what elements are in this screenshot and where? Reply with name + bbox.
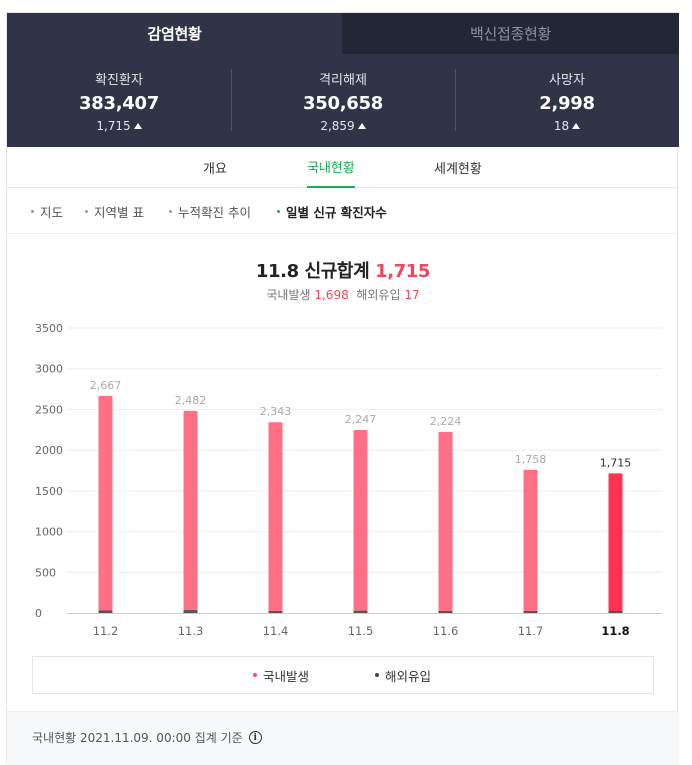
stat-delta: 18 [553, 118, 581, 133]
filter-map[interactable]: 지도 [31, 188, 63, 234]
x-tick-label: 11.2 [93, 624, 119, 638]
filter-daily-new[interactable]: 일별 신규 확진자수 [277, 188, 387, 234]
y-tick-label: 0 [35, 607, 42, 620]
stat-label: 확진환자 [95, 72, 143, 88]
bullet-icon [85, 209, 88, 213]
bar-value-label: 1,715 [600, 456, 632, 469]
x-tick-label: 11.3 [178, 624, 204, 638]
title-total: 1,715 [375, 261, 431, 282]
bullet-icon [277, 209, 280, 213]
domestic-value: 1,698 [314, 288, 349, 302]
stat-released: 격리해제 350,658 2,859 [231, 54, 455, 147]
overseas-value: 17 [404, 288, 420, 302]
triangle-up-icon [133, 122, 142, 129]
y-tick-label: 500 [35, 566, 56, 579]
filter-label: 지도 [40, 204, 64, 220]
bar-domestic [438, 431, 453, 611]
filter-region-table[interactable]: 지역별 표 [85, 188, 144, 234]
y-tick-label: 2500 [35, 403, 63, 416]
x-tick-label: 11.7 [518, 624, 544, 638]
delta-value: 2,859 [320, 118, 355, 133]
stat-value: 350,658 [303, 92, 383, 114]
bar-overseas [523, 611, 538, 613]
stat-label: 격리해제 [319, 72, 367, 88]
bar-value-label: 2,247 [345, 413, 377, 426]
x-tick-label: 11.4 [263, 624, 289, 638]
title-prefix: 11.8 신규합계 [255, 261, 370, 282]
bar-value-label: 2,343 [260, 405, 292, 418]
stats-summary: 확진환자 383,407 1,715 격리해제 350,658 2,859 사망… [7, 54, 679, 147]
tab-overview[interactable]: 개요 [203, 162, 227, 177]
bar-domestic [268, 422, 283, 611]
stat-delta: 1,715 [96, 118, 142, 133]
stat-delta: 2,859 [320, 118, 366, 133]
footer-text: 국내현황 2021.11.09. 00:00 집계 기준 [32, 731, 243, 745]
chart-legend: 국내발생 해외유입 [32, 656, 654, 694]
legend-label: 국내발생 [263, 668, 310, 684]
covid-status-widget: 감염현황 백신접종현황 확진환자 383,407 1,715 격리해제 350,… [6, 12, 679, 765]
bar-value-label: 2,667 [90, 379, 122, 392]
legend-dot-icon [253, 673, 257, 677]
filter-label: 지역별 표 [94, 204, 144, 220]
bullet-icon [169, 209, 172, 213]
daily-bar-chart: 0 500 1000 1500 2000 2500 3000 3500 2,667 11.2 2,4… [35, 322, 662, 638]
x-tick-label: 11.5 [348, 624, 374, 638]
filter-cumulative-trend[interactable]: 누적확진 추이 [169, 188, 251, 234]
bar-value-label: 2,482 [175, 394, 207, 407]
bar-domestic [523, 469, 538, 611]
domestic-label: 국내발생 [266, 288, 311, 302]
stat-value: 383,407 [79, 92, 159, 114]
bar-value-label: 2,224 [430, 415, 462, 428]
x-tick-label: 11.6 [433, 624, 459, 638]
bar-overseas [183, 610, 198, 613]
bar-overseas [353, 610, 368, 613]
chart-title: 11.8 신규합계 1,715 [7, 257, 679, 283]
bar-overseas [98, 610, 113, 613]
footer-note: 국내현황 2021.11.09. 00:00 집계 기준 i [32, 729, 262, 746]
stat-deaths: 사망자 2,998 18 [455, 54, 679, 147]
y-tick-label: 3500 [35, 322, 63, 335]
triangle-up-icon [572, 122, 581, 129]
stat-label: 사망자 [549, 72, 585, 88]
bar-domestic [183, 410, 198, 611]
bullet-icon [31, 209, 34, 213]
bar-domestic [98, 395, 113, 611]
x-tick-label: 11.8 [601, 624, 629, 638]
triangle-up-icon [357, 122, 366, 129]
info-icon[interactable]: i [248, 731, 262, 744]
main-tabs: 감염현황 백신접종현황 [7, 13, 679, 54]
y-tick-label: 2000 [35, 444, 63, 457]
delta-value: 1,715 [96, 118, 131, 133]
filter-label: 누적확진 추이 [178, 204, 251, 220]
delta-value: 18 [553, 118, 570, 133]
bar-domestic [608, 473, 623, 611]
legend-dot-icon [375, 673, 379, 677]
tab-infection-status[interactable]: 감염현황 [7, 13, 342, 54]
stat-value: 2,998 [539, 92, 595, 114]
bar-domestic [353, 430, 368, 611]
y-tick-label: 1500 [35, 485, 63, 498]
tab-world[interactable]: 세계현황 [434, 162, 482, 177]
chart-subtitle: 국내발생 1,698 해외유입 17 [7, 286, 679, 303]
filter-label: 일별 신규 확진자수 [286, 204, 387, 220]
legend-label: 해외유입 [385, 668, 432, 684]
y-tick-label: 1000 [35, 526, 63, 539]
overseas-label: 해외유입 [356, 288, 401, 302]
footer: 국내현황 2021.11.09. 00:00 집계 기준 i [7, 711, 679, 765]
legend-domestic[interactable]: 국내발생 [253, 657, 309, 693]
view-filters: 지도 지역별 표 누적확진 추이 일별 신규 확진자수 [7, 188, 679, 234]
sub-tabs: 개요 국내현황 세계현황 [7, 147, 679, 188]
tab-domestic[interactable]: 국내현황 [307, 147, 355, 188]
bar-value-label: 1,758 [515, 453, 547, 466]
stat-confirmed: 확진환자 383,407 1,715 [7, 54, 231, 147]
legend-overseas[interactable]: 해외유입 [375, 657, 431, 693]
bar-overseas [608, 611, 623, 613]
bar-overseas [268, 611, 283, 613]
y-tick-label: 3000 [35, 363, 63, 376]
tab-vaccination-status[interactable]: 백신접종현황 [342, 13, 679, 54]
bar-overseas [438, 610, 453, 613]
